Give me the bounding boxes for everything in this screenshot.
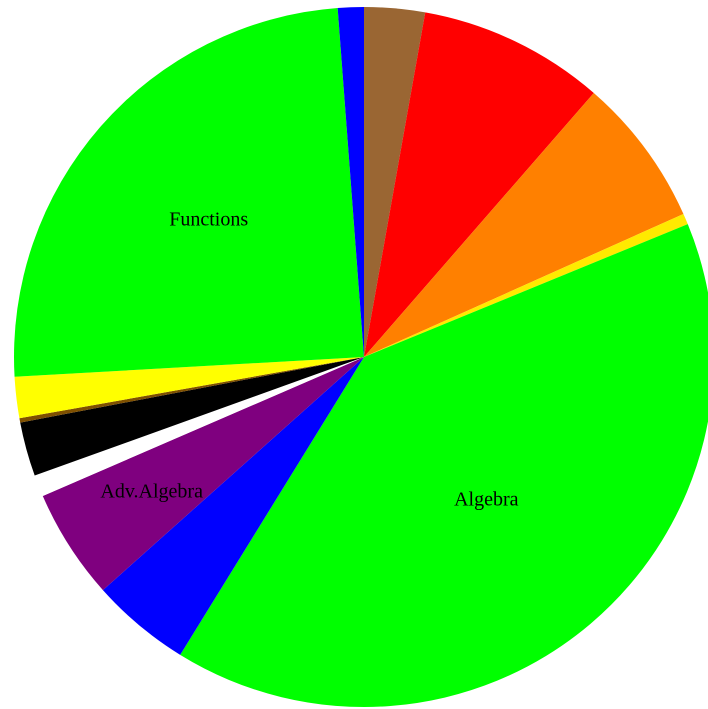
pie-slice-7	[42, 357, 364, 591]
pie-slice-8	[34, 357, 364, 496]
pie-slice-6	[102, 357, 365, 655]
pie-labels: Algebra Adv.Algebra Functions	[100, 208, 518, 510]
pie-slice-10	[19, 357, 365, 423]
pie-label-functions: Functions	[169, 208, 248, 230]
pie-slice-4	[364, 213, 688, 357]
pie-slices	[14, 6, 708, 707]
pie-slice-3	[364, 93, 684, 357]
pie-slice-5	[180, 224, 708, 707]
pie-slice-9	[20, 357, 364, 476]
pie-slice-11	[14, 357, 365, 419]
pie-slice-13	[337, 6, 364, 357]
pie-label-adv-algebra: Adv.Algebra	[100, 480, 203, 502]
pie-slice-1	[364, 7, 426, 357]
pie-label-algebra: Algebra	[454, 489, 519, 511]
pie-slice-2	[364, 12, 594, 358]
pie-slice-12	[14, 7, 364, 377]
